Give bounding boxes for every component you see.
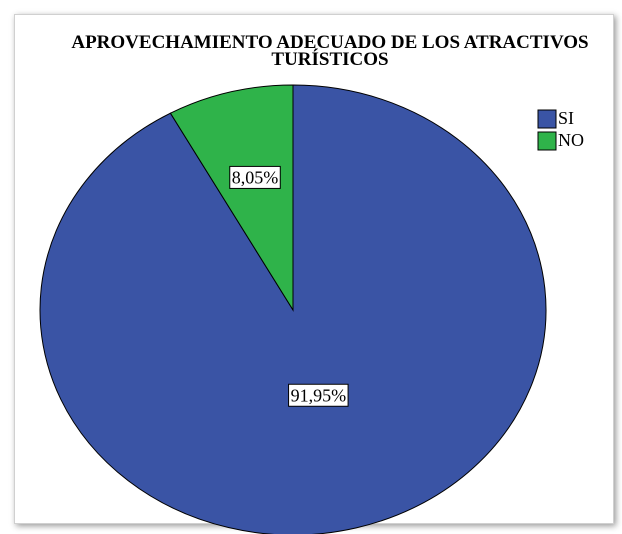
legend-swatch bbox=[537, 131, 557, 151]
legend-label: NO bbox=[558, 130, 584, 150]
legend-swatch bbox=[537, 109, 557, 129]
pie-slice bbox=[169, 84, 294, 312]
legend-label: SI bbox=[558, 108, 574, 128]
value-label: 8,05% bbox=[232, 167, 279, 187]
value-label-box bbox=[288, 383, 349, 407]
value-label-box bbox=[229, 165, 281, 189]
value-label: 91,95% bbox=[291, 385, 347, 405]
chart-title: APROVECHAMIENTO ADECUADO DE LOS ATRACTIV… bbox=[71, 32, 589, 70]
